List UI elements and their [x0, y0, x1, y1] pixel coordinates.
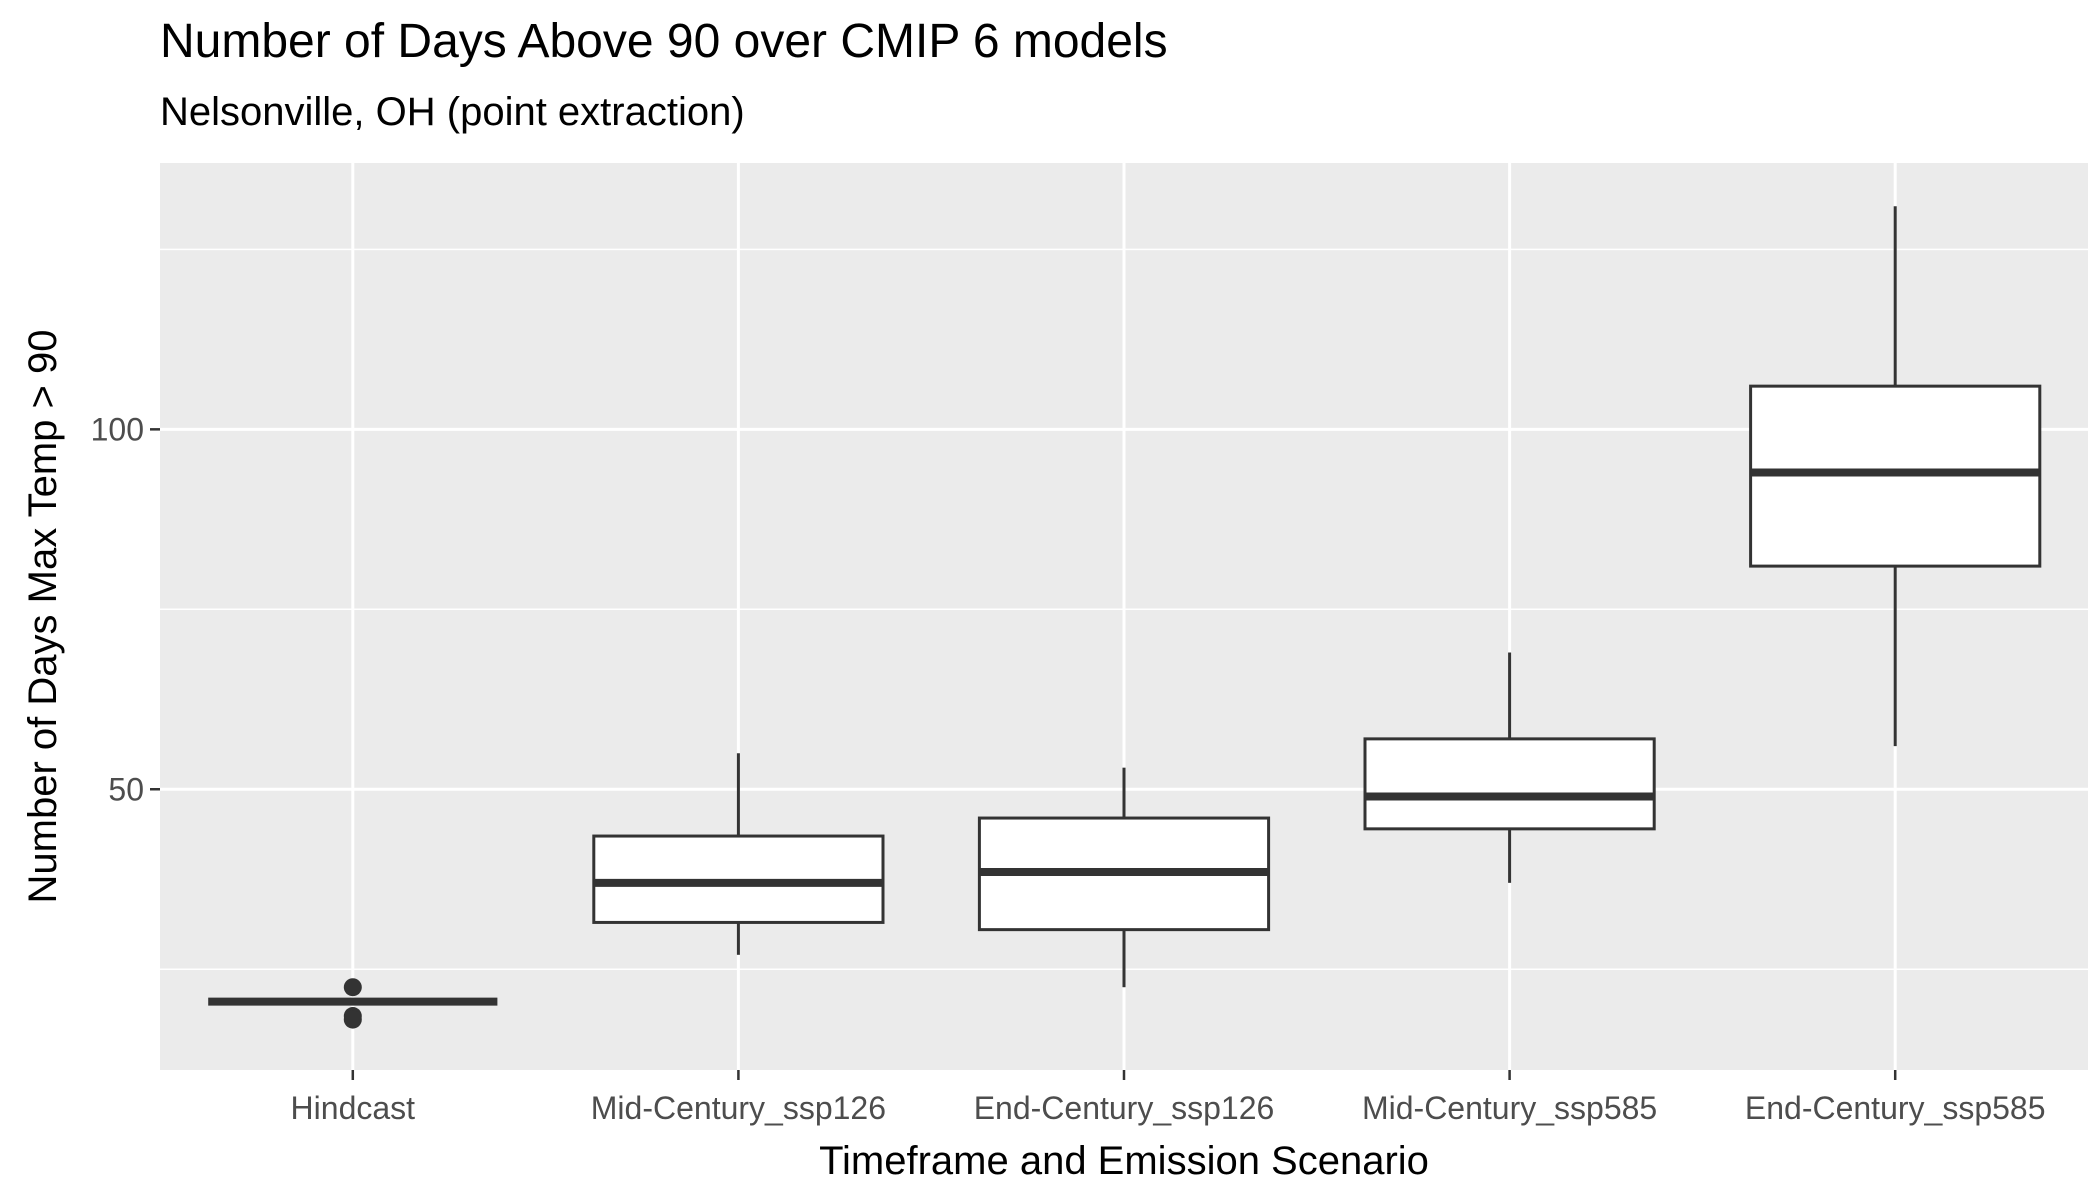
outlier-point	[344, 978, 362, 996]
x-tick-label: End-Century_ssp126	[974, 1090, 1275, 1126]
box-iqr	[1365, 739, 1654, 829]
x-tick-label: Mid-Century_ssp585	[1362, 1090, 1657, 1126]
x-axis-title: Timeframe and Emission Scenario	[819, 1139, 1429, 1183]
x-tick-label: Hindcast	[291, 1090, 416, 1126]
y-axis-title: Number of Days Max Temp > 90	[21, 330, 65, 904]
y-tick-label: 100	[91, 411, 144, 447]
x-tick-label: Mid-Century_ssp126	[591, 1090, 886, 1126]
x-tick-label: End-Century_ssp585	[1745, 1090, 2046, 1126]
outlier-point	[344, 1011, 362, 1029]
y-tick-label: 50	[108, 771, 144, 807]
